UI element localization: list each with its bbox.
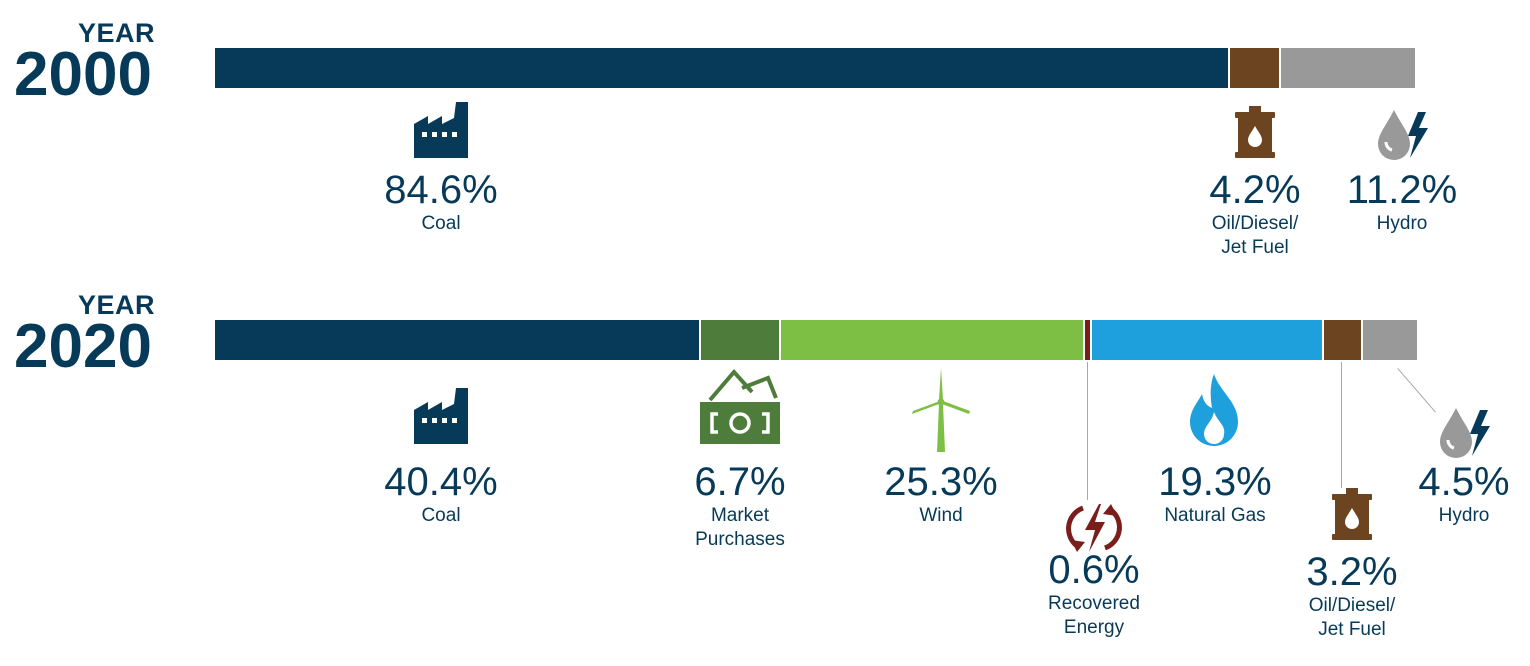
leader-line-2020-recovered xyxy=(1087,362,1088,500)
category-label-line: Oil/Diesel/ xyxy=(1211,213,1299,234)
wind-turbine-icon xyxy=(910,368,972,457)
pct-label-2020-wind: 25.3% xyxy=(884,460,998,504)
category-label-line: Coal xyxy=(421,213,461,234)
bar-segment-2000-hydro xyxy=(1281,48,1415,88)
bar-segment-2020-gas xyxy=(1092,320,1322,360)
bar-segment-2020-oil xyxy=(1324,320,1361,360)
category-label-line: Coal xyxy=(421,505,461,526)
factory-icon xyxy=(410,98,472,165)
year-value-2020: 2020 xyxy=(14,312,152,381)
pct-label-2000-hydro: 11.2% xyxy=(1346,168,1458,212)
pct-label-2020-market: 6.7% xyxy=(694,460,786,504)
bar-segment-2020-market xyxy=(701,320,779,360)
hydro-drop-bolt-icon xyxy=(1372,106,1432,169)
leader-line-2020-oil xyxy=(1341,362,1342,488)
category-label-2020-market: Market Purchases xyxy=(695,504,785,552)
category-label-line: Energy xyxy=(1063,617,1125,638)
category-label-2020-coal: Coal xyxy=(421,504,460,528)
category-label-line: Market xyxy=(710,505,770,526)
category-label-line: Wind xyxy=(919,505,963,526)
pct-label-2020-gas: 19.3% xyxy=(1158,460,1272,504)
bar-segment-2020-hydro xyxy=(1363,320,1417,360)
pct-label-2020-oil: 3.2% xyxy=(1306,550,1398,594)
category-label-2020-oil: Oil/Diesel/Jet Fuel xyxy=(1309,594,1396,642)
category-label-line: Natural Gas xyxy=(1164,505,1266,526)
stacked-bar-2000 xyxy=(215,48,1415,88)
pct-label-2000-oil: 4.2% xyxy=(1209,168,1301,212)
recycle-bolt-icon xyxy=(1063,500,1125,561)
category-label-line: Jet Fuel xyxy=(1318,619,1386,640)
flame-icon xyxy=(1188,374,1242,453)
factory-icon xyxy=(410,384,472,451)
category-label-line: Purchases xyxy=(695,529,785,550)
category-label-line: Hydro xyxy=(1438,505,1490,526)
category-label-2020-wind: Wind xyxy=(919,504,962,528)
bar-segment-2020-coal xyxy=(215,320,699,360)
pct-label-2020-recovered: 0.6% xyxy=(1048,548,1140,592)
category-label-line: Recovered xyxy=(1048,593,1140,614)
oil-barrel-icon xyxy=(1328,488,1376,551)
category-label-2000-coal: Coal xyxy=(421,212,460,236)
oil-barrel-icon xyxy=(1231,106,1279,169)
year-value-2000: 2000 xyxy=(14,40,152,109)
category-label-line: Jet Fuel xyxy=(1221,237,1289,258)
year-label-2020: YEAR xyxy=(78,290,156,320)
leader-line-2020-hydro xyxy=(1397,368,1436,413)
category-label-2020-gas: Natural Gas xyxy=(1164,504,1265,528)
category-label-2000-hydro: Hydro xyxy=(1377,212,1428,236)
pct-label-2020-hydro: 4.5% xyxy=(1418,460,1510,504)
category-label-line: Oil/Diesel/ xyxy=(1308,595,1396,616)
category-label-2020-recovered: Recovered Energy xyxy=(1048,592,1140,640)
year-label-2000: YEAR xyxy=(78,18,156,48)
bar-segment-2020-wind xyxy=(781,320,1083,360)
bar-segment-2000-oil xyxy=(1230,48,1279,88)
pct-label-2000-coal: 84.6% xyxy=(384,168,498,212)
category-label-2000-oil: Oil/Diesel/Jet Fuel xyxy=(1212,212,1299,260)
pct-label-2020-coal: 40.4% xyxy=(384,460,498,504)
category-label-2020-hydro: Hydro xyxy=(1439,504,1490,528)
stacked-bar-2020 xyxy=(215,320,1417,360)
money-icon xyxy=(698,368,782,453)
hydro-drop-bolt-icon xyxy=(1434,404,1494,467)
bar-segment-2000-coal xyxy=(215,48,1228,88)
category-label-line: Hydro xyxy=(1376,213,1428,234)
bar-segment-2020-recovered xyxy=(1085,320,1090,360)
